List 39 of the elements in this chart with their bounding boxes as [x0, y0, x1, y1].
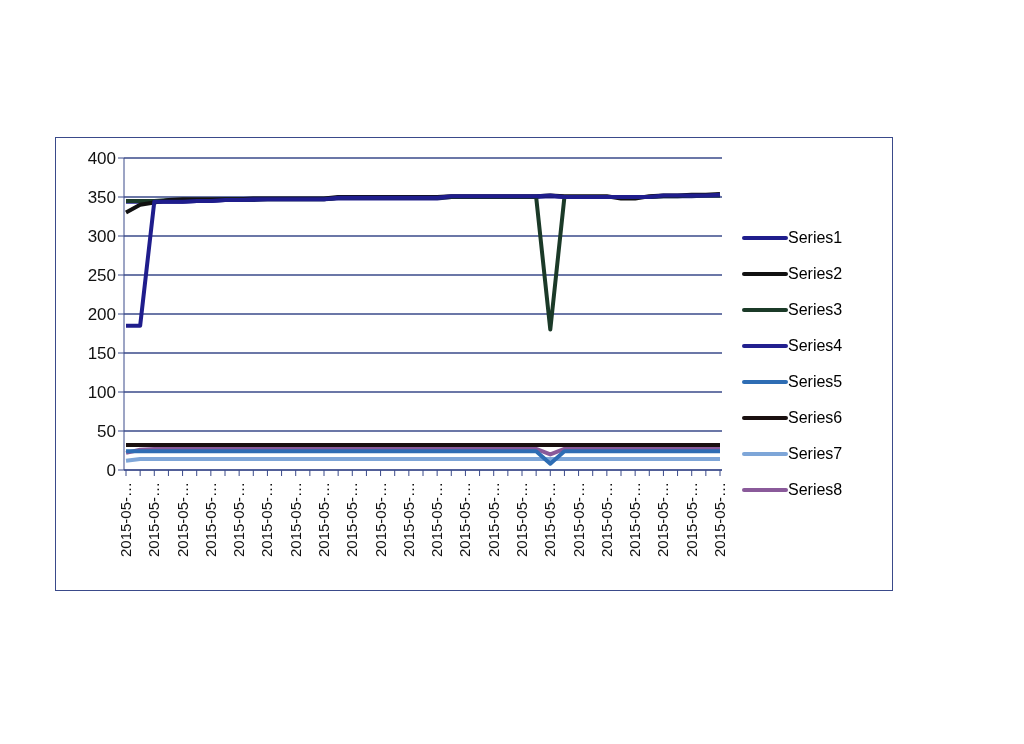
- legend-label: Series6: [788, 409, 843, 427]
- y-tick-label: 150: [87, 344, 116, 364]
- y-tick-label: 50: [97, 422, 116, 442]
- x-tick-label: 2015-05-…: [201, 482, 219, 558]
- y-tick-label: 100: [87, 383, 116, 403]
- x-tick-label: 2015-05-…: [258, 482, 276, 558]
- x-tick-label: 2015-05-…: [597, 482, 615, 558]
- legend-label: Series5: [788, 373, 843, 391]
- x-tick-label: 2015-05-…: [428, 482, 446, 558]
- y-tick-label: 300: [87, 227, 116, 247]
- x-tick-label: 2015-05-…: [682, 482, 700, 558]
- x-tick-label: 2015-05-…: [541, 482, 559, 558]
- x-tick-label: 2015-05-…: [173, 482, 191, 558]
- x-tick-label: 2015-05-…: [399, 482, 417, 558]
- x-tick-label: 2015-05-…: [626, 482, 644, 558]
- x-tick-label: 2015-05-…: [569, 482, 587, 558]
- x-tick-label: 2015-05-…: [230, 482, 248, 558]
- legend-label: Series7: [788, 445, 843, 463]
- x-tick-label: 2015-05-…: [286, 482, 304, 558]
- legend-label: Series1: [788, 229, 843, 247]
- x-tick-label: 2015-05-…: [654, 482, 672, 558]
- x-tick-label: 2015-05-…: [117, 482, 134, 558]
- y-tick-label: 400: [87, 149, 116, 169]
- legend-label: Series4: [788, 337, 843, 355]
- x-tick-label: 2015-05-…: [484, 482, 502, 558]
- legend-label: Series8: [788, 481, 843, 499]
- legend-label: Series2: [788, 265, 843, 283]
- x-tick-label: 2015-05-…: [315, 482, 332, 558]
- x-tick-label: 2015-05-…: [513, 482, 530, 558]
- legend-label: Series3: [788, 301, 843, 319]
- x-tick-label: 2015-05-…: [343, 482, 361, 558]
- x-tick-label: 2015-05-…: [711, 482, 728, 558]
- x-tick-label: 2015-05-…: [145, 482, 163, 558]
- x-tick-label: 2015-05-…: [456, 482, 474, 558]
- y-tick-label: 350: [87, 188, 116, 208]
- y-tick-label: 0: [106, 461, 116, 481]
- y-tick-label: 250: [87, 266, 116, 286]
- x-tick-label: 2015-05-…: [371, 482, 389, 558]
- y-tick-label: 200: [87, 305, 116, 325]
